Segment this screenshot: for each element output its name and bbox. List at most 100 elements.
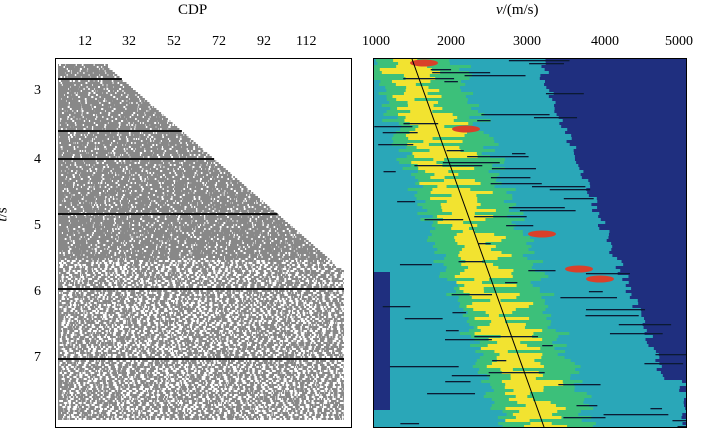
semblance-contour <box>467 156 529 158</box>
semblance-band <box>480 329 543 332</box>
semblance-band <box>464 245 496 248</box>
semblance-band <box>451 212 475 215</box>
semblance-band <box>457 242 486 245</box>
left-x-tick: 12 <box>78 34 92 49</box>
semblance-band <box>398 113 453 116</box>
semblance-contour <box>529 63 564 65</box>
semblance-band <box>405 116 458 119</box>
semblance-band <box>456 281 483 284</box>
semblance-band <box>433 260 543 263</box>
semblance-contour <box>558 384 601 386</box>
semblance-band <box>510 374 543 377</box>
left-panel-title: CDP <box>178 2 208 18</box>
semblance-band <box>499 353 543 356</box>
semblance-band <box>423 140 463 143</box>
semblance-band <box>378 83 466 86</box>
semblance-band <box>507 419 582 422</box>
semblance-band <box>459 287 484 290</box>
semblance-band <box>479 368 576 371</box>
semblance-band <box>395 83 416 86</box>
semblance-contour <box>382 306 411 308</box>
semblance-band <box>475 350 566 353</box>
semblance-contour <box>442 162 500 164</box>
semblance-band <box>410 110 433 113</box>
right-x-tick: 5000 <box>665 34 693 49</box>
right-x-tick: 1000 <box>362 34 390 49</box>
semblance-band <box>374 89 550 92</box>
semblance-contour <box>488 372 545 374</box>
semblance-band <box>430 191 493 194</box>
semblance-band <box>458 254 512 257</box>
semblance-contour <box>451 375 491 377</box>
semblance-band <box>477 326 525 329</box>
semblance-band <box>515 416 562 419</box>
semblance-band <box>459 251 502 254</box>
semblance-band <box>468 266 499 269</box>
semblance-contour <box>446 150 464 152</box>
semblance-contour <box>508 207 565 209</box>
semblance-band <box>488 314 499 317</box>
semblance-contour <box>644 363 684 365</box>
left-x-tick: 32 <box>122 34 136 49</box>
semblance-band <box>451 194 477 197</box>
semblance-band <box>435 227 514 230</box>
left-y-tick: 3 <box>34 83 41 98</box>
semblance-band <box>437 215 494 218</box>
semblance-contour <box>508 60 570 62</box>
semblance-band <box>406 86 429 89</box>
semblance-band <box>485 311 513 314</box>
semblance-contour <box>588 291 603 293</box>
semblance-band <box>433 221 512 224</box>
semblance-band <box>491 320 506 323</box>
semblance-band <box>434 173 459 176</box>
semblance-contour <box>650 408 663 410</box>
semblance-band <box>411 161 437 164</box>
semblance-band <box>433 158 445 161</box>
semblance-contour <box>677 426 686 427</box>
y-label-unit: /s <box>0 207 11 218</box>
title-symbol: v <box>496 2 503 18</box>
semblance-band <box>418 167 475 170</box>
semblance-contour <box>424 219 464 221</box>
semblance-band <box>416 146 460 149</box>
semblance-band <box>461 248 492 251</box>
semblance-band <box>440 203 481 206</box>
semblance-contour <box>458 261 484 263</box>
semblance-band <box>464 284 517 287</box>
semblance-contour <box>399 264 432 266</box>
semblance-contour <box>404 318 443 320</box>
semblance-band <box>515 395 528 398</box>
semblance-band <box>464 269 514 272</box>
semblance-band <box>505 383 564 386</box>
semblance-band <box>472 302 534 305</box>
semblance-contour <box>618 324 672 326</box>
semblance-band <box>392 95 442 98</box>
semblance-contour <box>585 315 639 317</box>
semblance-contour <box>533 117 578 119</box>
semblance-band <box>397 107 443 110</box>
semblance-band <box>463 290 484 293</box>
semblance-band <box>486 365 544 368</box>
left-x-tick: 72 <box>212 34 226 49</box>
semblance-band <box>483 395 592 398</box>
semblance-contour <box>444 81 458 83</box>
title-unit: /(m/s) <box>502 2 539 18</box>
semblance-contour <box>378 144 414 146</box>
semblance-contour <box>585 273 630 275</box>
semblance-band <box>491 398 585 401</box>
semblance-band <box>457 299 546 302</box>
semblance-band <box>441 206 477 209</box>
semblance-peak <box>410 59 438 67</box>
semblance-band <box>396 65 428 68</box>
semblance-band <box>471 296 517 299</box>
semblance-contour <box>505 282 518 284</box>
semblance-band <box>505 419 530 422</box>
semblance-band <box>443 179 475 182</box>
semblance-band <box>488 338 543 341</box>
semblance-band <box>504 392 530 395</box>
semblance-band <box>473 308 516 311</box>
semblance-band <box>454 236 506 239</box>
semblance-band <box>491 362 541 365</box>
semblance-contour <box>545 93 584 95</box>
